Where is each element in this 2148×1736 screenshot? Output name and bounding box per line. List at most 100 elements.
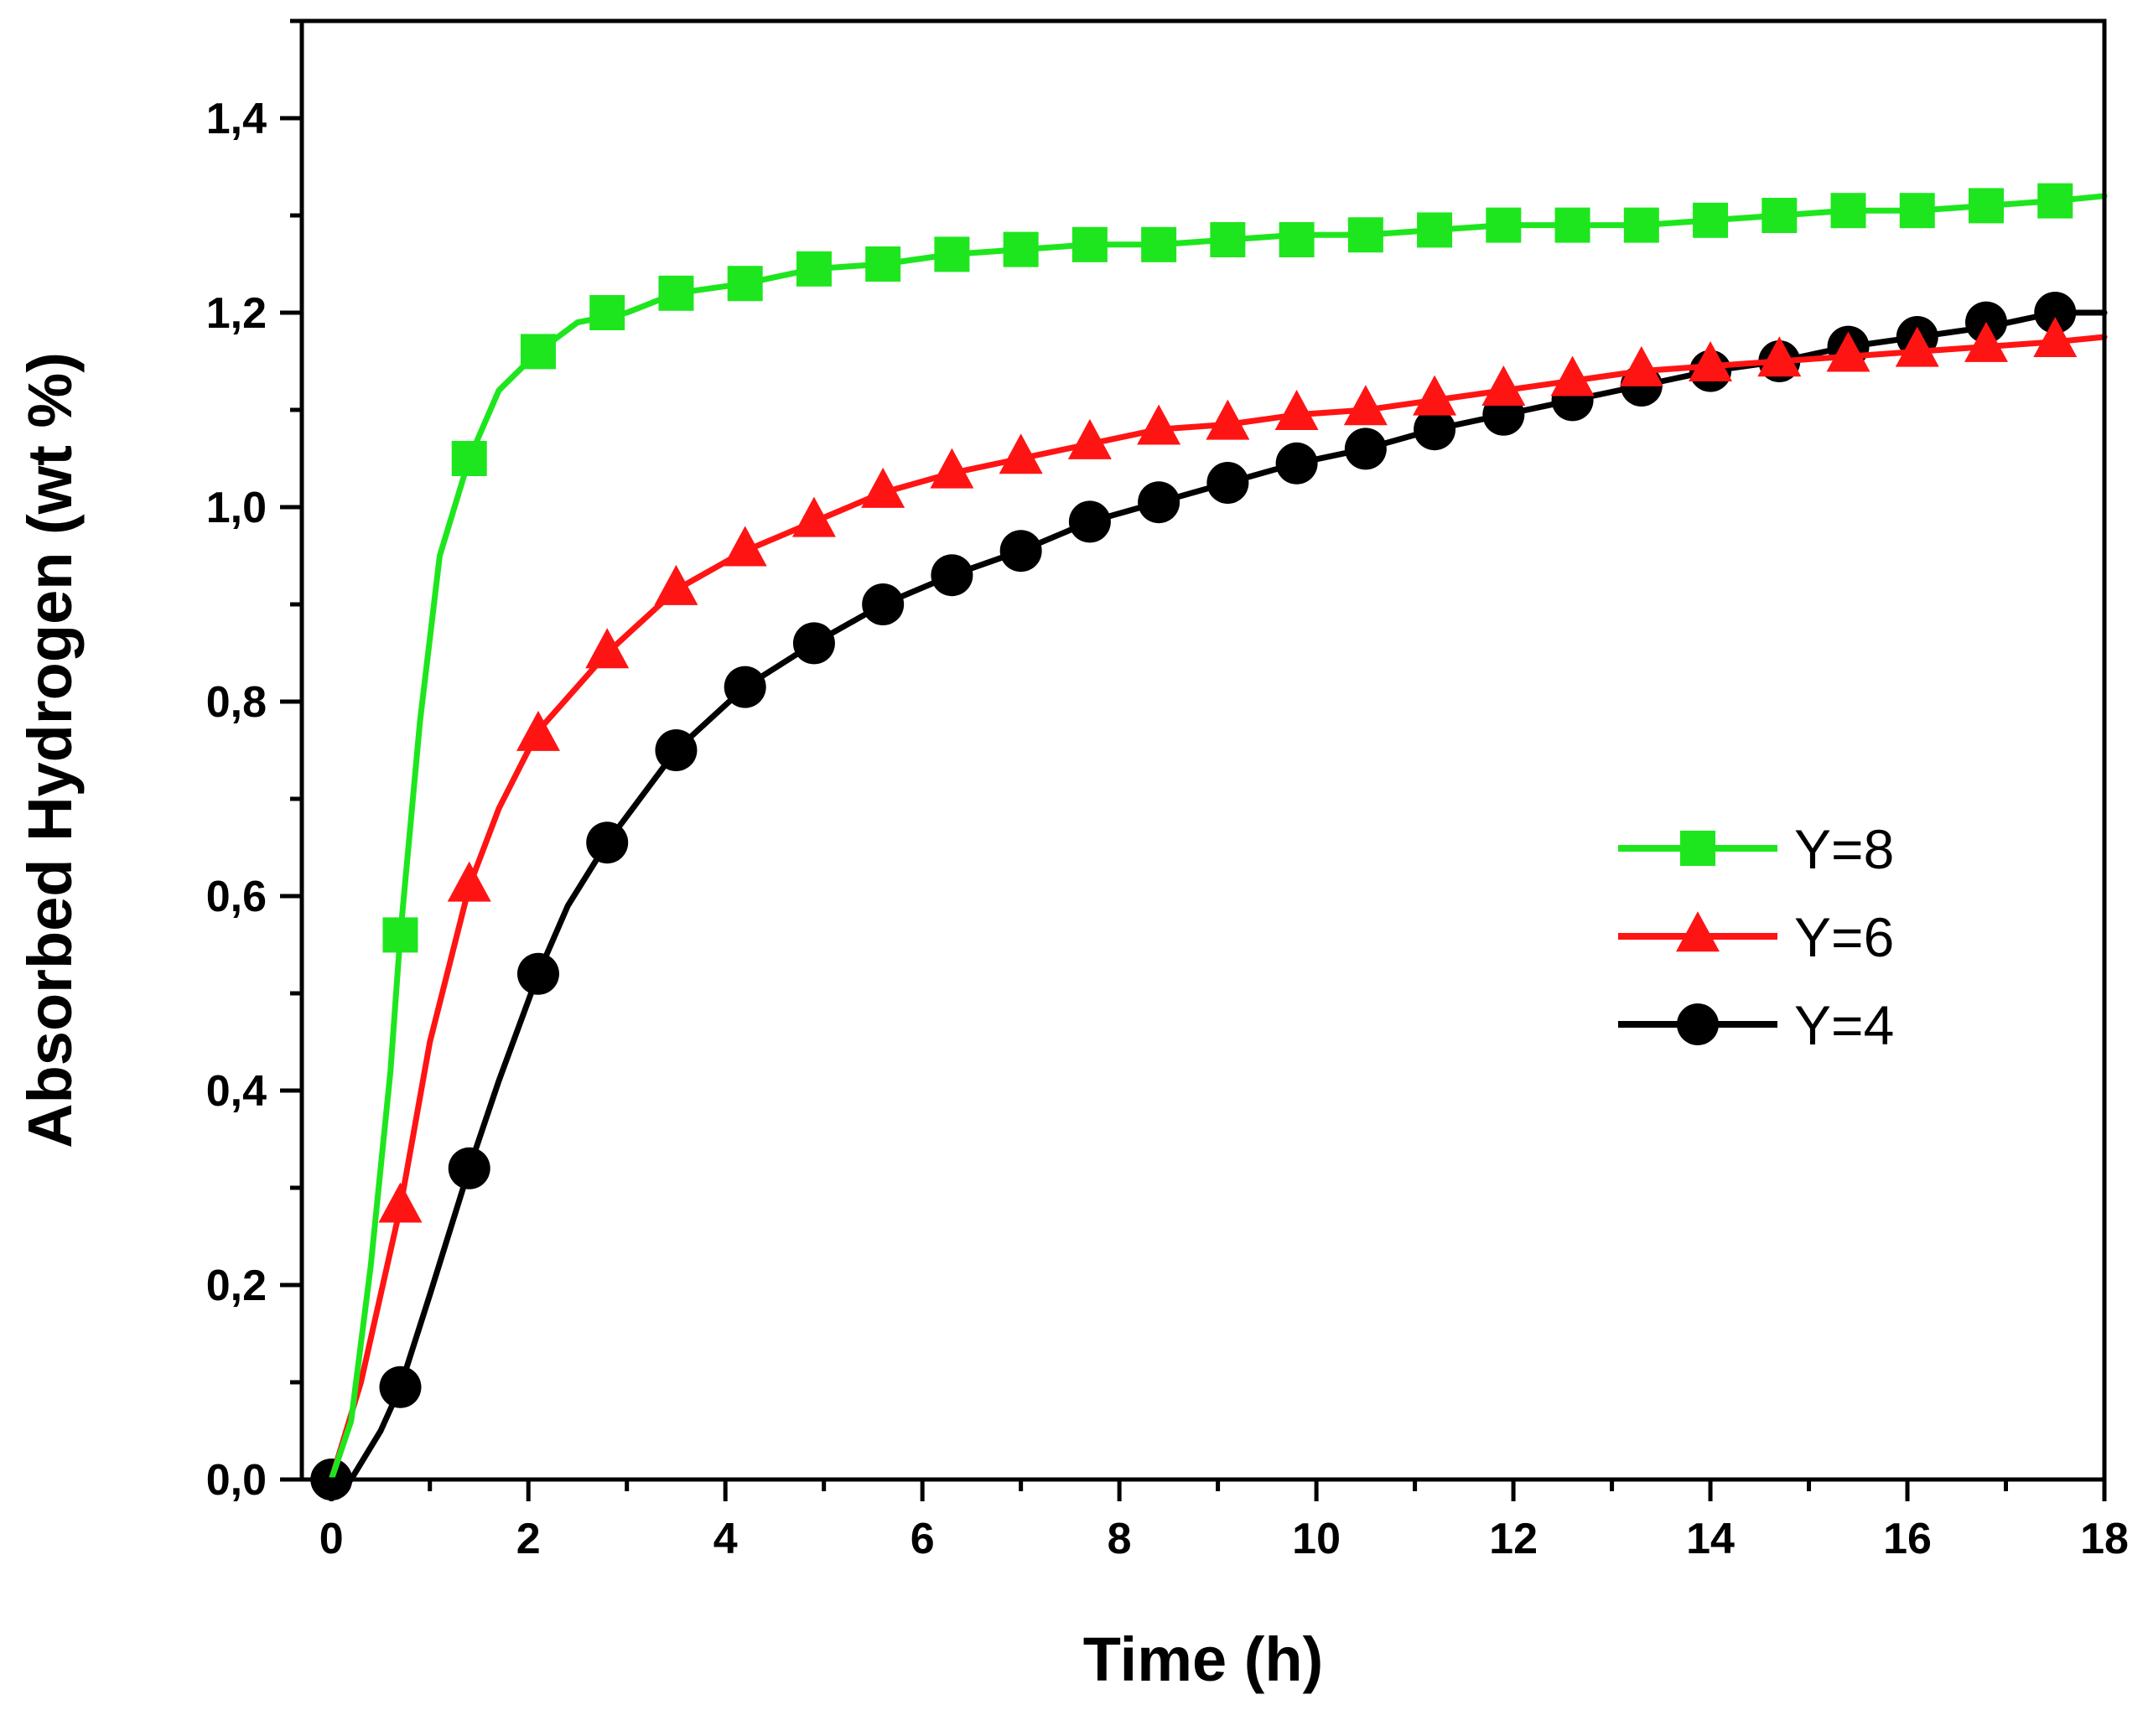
x-tick-label: 16: [1883, 1515, 1932, 1563]
x-tick-label: 4: [713, 1515, 738, 1563]
data-point: [999, 530, 1042, 573]
series-layer: [310, 183, 2108, 1500]
data-point: [1274, 390, 1319, 431]
data-point: [796, 251, 832, 287]
data-point: [1969, 188, 2005, 224]
y-tick-label: 1,2: [206, 289, 267, 338]
x-tick-label: 12: [1489, 1515, 1538, 1563]
data-point: [1481, 365, 1526, 407]
legend-label: Y=8: [1794, 818, 1894, 880]
data-point: [2034, 292, 2077, 334]
data-point: [379, 1365, 422, 1408]
y-tick-label: 0,2: [206, 1262, 267, 1310]
legend-item: Y=4: [1618, 994, 1894, 1056]
data-point: [1623, 207, 1659, 243]
data-point: [792, 622, 835, 665]
y-axis-title: Absorbed Hydrogen (wt %): [15, 352, 85, 1148]
data-point: [1899, 193, 1935, 229]
data-point: [999, 433, 1043, 474]
data-point: [585, 628, 630, 669]
data-point: [1689, 341, 1733, 382]
data-point: [378, 1182, 423, 1223]
data-point: [1964, 321, 2009, 362]
data-point: [1344, 428, 1387, 470]
data-point: [1141, 226, 1177, 262]
data-point: [1830, 193, 1866, 229]
data-point: [658, 275, 694, 311]
series-Y=4: [310, 292, 2108, 1500]
data-point: [862, 583, 905, 625]
data-point: [1138, 481, 1180, 524]
x-axis-title: Time (h): [1083, 1625, 1323, 1694]
data-point: [2037, 183, 2073, 219]
series-Y=8: [328, 183, 2108, 1483]
series-line: [328, 193, 2108, 1483]
data-point: [1210, 222, 1246, 257]
series-Y=6: [328, 317, 2108, 1483]
y-tick-label: 0,8: [206, 678, 267, 727]
data-point: [1279, 222, 1315, 257]
x-tick-label: 0: [319, 1515, 344, 1563]
data-point: [655, 729, 698, 771]
data-point: [1757, 336, 1802, 377]
data-point: [1693, 202, 1729, 238]
data-point: [520, 334, 556, 370]
y-tick-label: 1,4: [206, 95, 267, 143]
data-point: [1826, 331, 1870, 372]
data-point: [1343, 385, 1388, 426]
data-point: [1003, 231, 1039, 267]
data-point: [1067, 418, 1112, 459]
data-point: [1761, 198, 1798, 233]
y-tick-label: 0,6: [206, 873, 267, 921]
data-point: [724, 666, 766, 708]
data-point: [1347, 217, 1383, 253]
data-point: [382, 917, 418, 953]
y-axis: 0,0 0,2 0,4 0,6 0,8 1,0 1,2 1,4: [206, 18, 302, 1505]
x-tick-label: 10: [1292, 1515, 1341, 1563]
data-point: [1413, 375, 1457, 416]
x-axis: 0 2 4 6 8 10 12 14 16 18: [319, 1479, 2129, 1563]
legend-label: Y=4: [1794, 994, 1894, 1056]
data-point: [1206, 462, 1249, 504]
data-point: [723, 526, 767, 567]
data-point: [1071, 226, 1108, 262]
plot-frame: [299, 18, 2107, 1482]
data-point: [2033, 317, 2078, 358]
data-point: [930, 448, 974, 489]
legend-marker: [1680, 831, 1715, 866]
x-tick-label: 8: [1108, 1515, 1132, 1563]
data-point: [1486, 207, 1522, 243]
y-tick-label: 0,4: [206, 1067, 267, 1116]
y-tick-label: 1,0: [206, 484, 267, 532]
legend-marker: [1676, 911, 1720, 952]
data-point: [1137, 404, 1181, 445]
data-point: [1414, 408, 1456, 451]
data-point: [589, 295, 625, 330]
x-tick-label: 6: [911, 1515, 935, 1563]
data-point: [865, 246, 901, 282]
data-point: [934, 236, 970, 272]
data-point: [1206, 399, 1250, 440]
legend-label: Y=6: [1794, 906, 1894, 968]
data-point: [1895, 326, 1939, 367]
data-point: [447, 861, 491, 902]
x-tick-label: 14: [1686, 1515, 1735, 1563]
data-point: [1417, 212, 1453, 248]
x-tick-label: 18: [2080, 1515, 2129, 1563]
data-point: [791, 496, 836, 537]
legend-item: Y=6: [1618, 906, 1894, 968]
data-point: [451, 441, 487, 476]
data-point: [861, 467, 905, 508]
data-point: [1275, 442, 1318, 485]
data-point: [654, 564, 698, 605]
data-point: [586, 821, 629, 864]
data-point: [516, 710, 560, 751]
data-point: [1619, 345, 1663, 386]
legend-item: Y=8: [1618, 818, 1894, 880]
data-point: [448, 1147, 490, 1189]
y-tick-label: 0,0: [206, 1456, 267, 1505]
legend-marker: [1677, 1003, 1719, 1045]
data-point: [516, 952, 559, 995]
data-point: [727, 266, 763, 302]
